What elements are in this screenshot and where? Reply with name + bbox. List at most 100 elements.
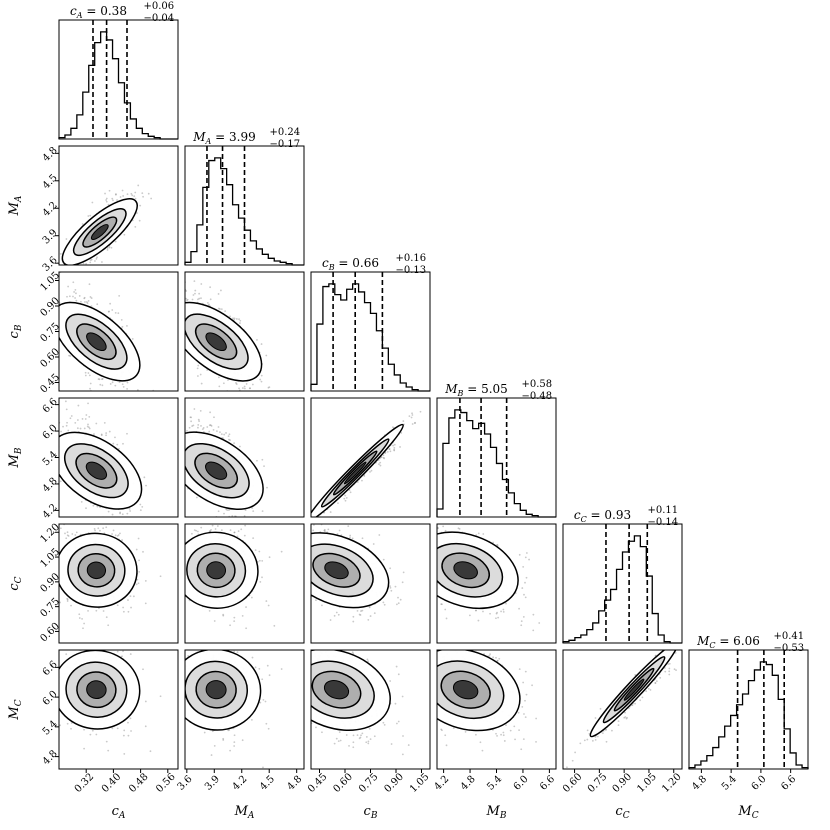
- sample-point: [66, 597, 69, 600]
- sample-point: [210, 425, 213, 427]
- sample-point: [208, 609, 211, 612]
- sample-point: [81, 617, 83, 620]
- sample-point: [229, 529, 232, 532]
- sample-point: [105, 434, 107, 437]
- sample-point: [114, 311, 117, 314]
- sample-point: [87, 372, 90, 374]
- sample-point: [241, 387, 244, 389]
- sample-point: [238, 525, 240, 527]
- sample-point: [175, 479, 177, 481]
- sample-point: [411, 412, 413, 415]
- sample-point: [95, 258, 98, 260]
- sample-point: [117, 312, 120, 315]
- sample-point: [100, 434, 103, 437]
- sample-point: [258, 559, 261, 562]
- sample-point: [66, 600, 69, 602]
- sample-point: [198, 297, 201, 300]
- sample-point: [384, 452, 387, 454]
- sample-point: [87, 609, 89, 612]
- sample-point: [208, 303, 210, 306]
- sample-point: [286, 544, 288, 546]
- sample-point: [66, 268, 68, 270]
- sample-point: [95, 422, 98, 425]
- sample-point: [108, 189, 111, 192]
- sample-point: [359, 614, 362, 616]
- sample-point: [327, 528, 330, 531]
- sample-point: [123, 233, 126, 236]
- sample-point: [382, 456, 385, 459]
- histogram-cC: [562, 535, 682, 644]
- sample-point: [32, 299, 34, 301]
- sample-point: [139, 503, 142, 506]
- sample-point: [222, 614, 225, 617]
- sample-point: [228, 527, 230, 529]
- sample-point: [261, 576, 263, 579]
- sample-point: [181, 477, 183, 479]
- sample-point: [88, 647, 90, 649]
- sample-point: [200, 526, 203, 529]
- sample-point: [94, 529, 96, 532]
- sample-point: [214, 519, 216, 521]
- sample-point: [284, 581, 286, 583]
- sample-point: [98, 378, 101, 381]
- sample-point: [219, 308, 221, 310]
- sample-point: [163, 582, 165, 584]
- sample-point: [108, 530, 110, 532]
- sample-point: [309, 519, 311, 521]
- sample-point: [77, 404, 80, 407]
- sample-point: [240, 526, 242, 528]
- sample-point: [225, 432, 227, 434]
- sample-point: [337, 613, 340, 616]
- sample-point: [121, 513, 124, 516]
- sample-point: [500, 610, 502, 613]
- sample-point: [96, 505, 99, 508]
- sample-point: [107, 624, 110, 627]
- sample-point: [425, 501, 427, 503]
- sample-point: [132, 595, 135, 598]
- sample-point: [233, 442, 236, 445]
- sample-point: [191, 532, 193, 535]
- sample-point: [243, 385, 246, 388]
- axes-frame: [58, 19, 179, 140]
- sample-point: [380, 456, 383, 459]
- sample-point: [259, 527, 261, 529]
- title-plus-MA: +0.24: [270, 127, 301, 138]
- sample-point: [181, 310, 183, 312]
- sample-point: [252, 537, 255, 540]
- sample-point: [120, 522, 122, 524]
- sample-point: [81, 418, 84, 420]
- sample-point: [144, 580, 147, 582]
- sample-point: [442, 525, 445, 528]
- sample-point: [445, 617, 448, 620]
- sample-point: [399, 446, 401, 448]
- sample-point: [399, 598, 402, 601]
- sample-point: [497, 616, 500, 619]
- sample-point: [209, 286, 212, 289]
- sample-point: [217, 426, 220, 428]
- sample-point: [186, 298, 189, 301]
- sample-point: [112, 526, 114, 528]
- sample-point: [278, 531, 280, 533]
- sample-point: [126, 381, 129, 384]
- sample-point: [411, 423, 414, 425]
- sample-point: [116, 199, 118, 201]
- sample-point: [400, 432, 403, 434]
- panel-cA-cC: [58, 521, 179, 644]
- sample-point: [49, 393, 51, 395]
- sample-point: [180, 422, 182, 424]
- sample-point: [197, 424, 200, 426]
- sample-point: [415, 558, 417, 560]
- sample-point: [400, 530, 402, 532]
- sample-point: [393, 448, 396, 451]
- sample-point: [144, 700, 147, 703]
- sample-point: [171, 425, 173, 427]
- sample-point: [59, 480, 62, 483]
- sample-point: [421, 552, 423, 554]
- sample-point: [199, 262, 201, 264]
- sample-point: [199, 409, 202, 412]
- sample-point: [75, 531, 78, 534]
- sample-point: [79, 300, 82, 303]
- sample-point: [97, 521, 99, 523]
- sample-point: [524, 581, 526, 584]
- sample-point: [393, 446, 396, 449]
